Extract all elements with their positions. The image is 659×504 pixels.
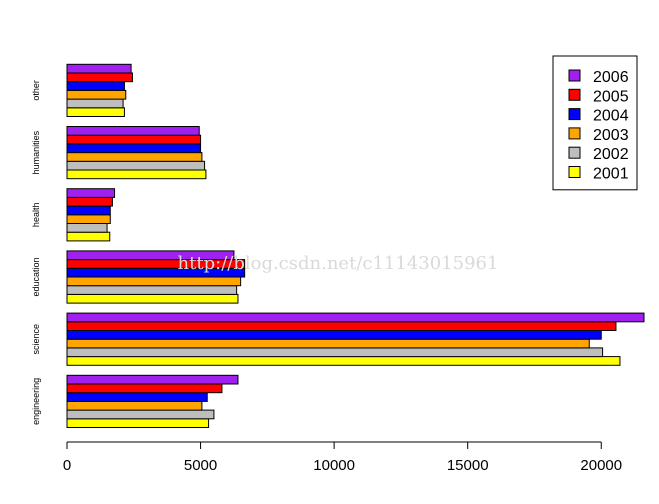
bar-humanities-2003 xyxy=(66,152,203,162)
bar-engineering-2002 xyxy=(66,409,215,420)
bar-humanities-2002 xyxy=(66,160,206,171)
bars-group xyxy=(66,63,645,428)
bar-health-2002 xyxy=(66,223,108,233)
bar-engineering-2001 xyxy=(66,418,210,428)
legend: 2006 2005 2004 2003 2002 2001 xyxy=(552,55,638,191)
bar-science-2001 xyxy=(66,356,621,366)
legend-label-2003: 2003 xyxy=(593,127,629,144)
bar-education-2002 xyxy=(66,285,238,295)
bar-science-2006 xyxy=(66,312,645,323)
bar-science-2003 xyxy=(66,338,590,349)
legend-swatch-2003 xyxy=(568,127,581,140)
bar-health-2001 xyxy=(66,231,111,242)
bar-humanities-2004 xyxy=(66,143,202,154)
bar-engineering-2004 xyxy=(66,392,208,402)
bar-education-2006 xyxy=(66,250,235,261)
bar-science-2002 xyxy=(66,347,604,358)
bar-health-2003 xyxy=(66,214,111,225)
bar-science-2005 xyxy=(66,321,617,331)
bar-humanities-2001 xyxy=(66,169,207,180)
legend-label-2005: 2005 xyxy=(593,88,629,105)
x-tick-label-15000: 15000 xyxy=(447,457,489,474)
bar-education-2003 xyxy=(66,276,242,287)
category-label-humanities: humanities xyxy=(31,130,41,174)
legend-frame xyxy=(552,55,638,191)
x-tick-label-10000: 10000 xyxy=(313,457,355,474)
legend-swatch-2002 xyxy=(568,146,581,159)
bar-education-2001 xyxy=(66,293,239,304)
bar-engineering-2006 xyxy=(66,374,239,385)
legend-swatch-2004 xyxy=(568,108,581,121)
legend-label-2001: 2001 xyxy=(593,166,629,183)
category-label-education: education xyxy=(31,257,41,296)
bar-engineering-2003 xyxy=(66,400,203,411)
bar-other-2006 xyxy=(66,63,132,74)
bar-health-2005 xyxy=(66,196,113,207)
legend-swatch-2006 xyxy=(568,69,581,82)
bar-other-2004 xyxy=(66,81,125,91)
bar-science-2004 xyxy=(66,330,602,340)
watermark: http://blog.csdn.net/c11143015961 xyxy=(178,253,499,274)
category-label-other: other xyxy=(31,80,41,101)
legend-label-2002: 2002 xyxy=(593,146,629,163)
legend-label-2004: 2004 xyxy=(593,108,629,125)
x-tick-label-20000: 20000 xyxy=(580,457,622,474)
x-tick-label-0: 0 xyxy=(63,457,71,474)
bar-health-2004 xyxy=(66,205,111,216)
legend-swatch-2005 xyxy=(568,88,581,101)
category-label-health: health xyxy=(31,203,41,228)
category-label-science: science xyxy=(31,324,41,355)
bar-other-2005 xyxy=(66,72,133,83)
x-tick-label-5000: 5000 xyxy=(184,457,217,474)
legend-swatch-2001 xyxy=(568,166,581,178)
bar-humanities-2006 xyxy=(66,126,200,136)
bar-humanities-2005 xyxy=(66,134,202,145)
bar-health-2006 xyxy=(66,188,116,198)
legend-label-2006: 2006 xyxy=(593,69,629,86)
bar-engineering-2005 xyxy=(66,383,223,394)
bar-other-2002 xyxy=(66,98,124,109)
bar-other-2001 xyxy=(66,107,125,118)
bar-other-2003 xyxy=(66,89,127,100)
x-axis: 0 5000 10000 15000 20000 xyxy=(63,441,622,474)
category-label-engineering: engineering xyxy=(31,378,41,425)
category-labels: engineering science education health humanit… xyxy=(31,80,41,425)
